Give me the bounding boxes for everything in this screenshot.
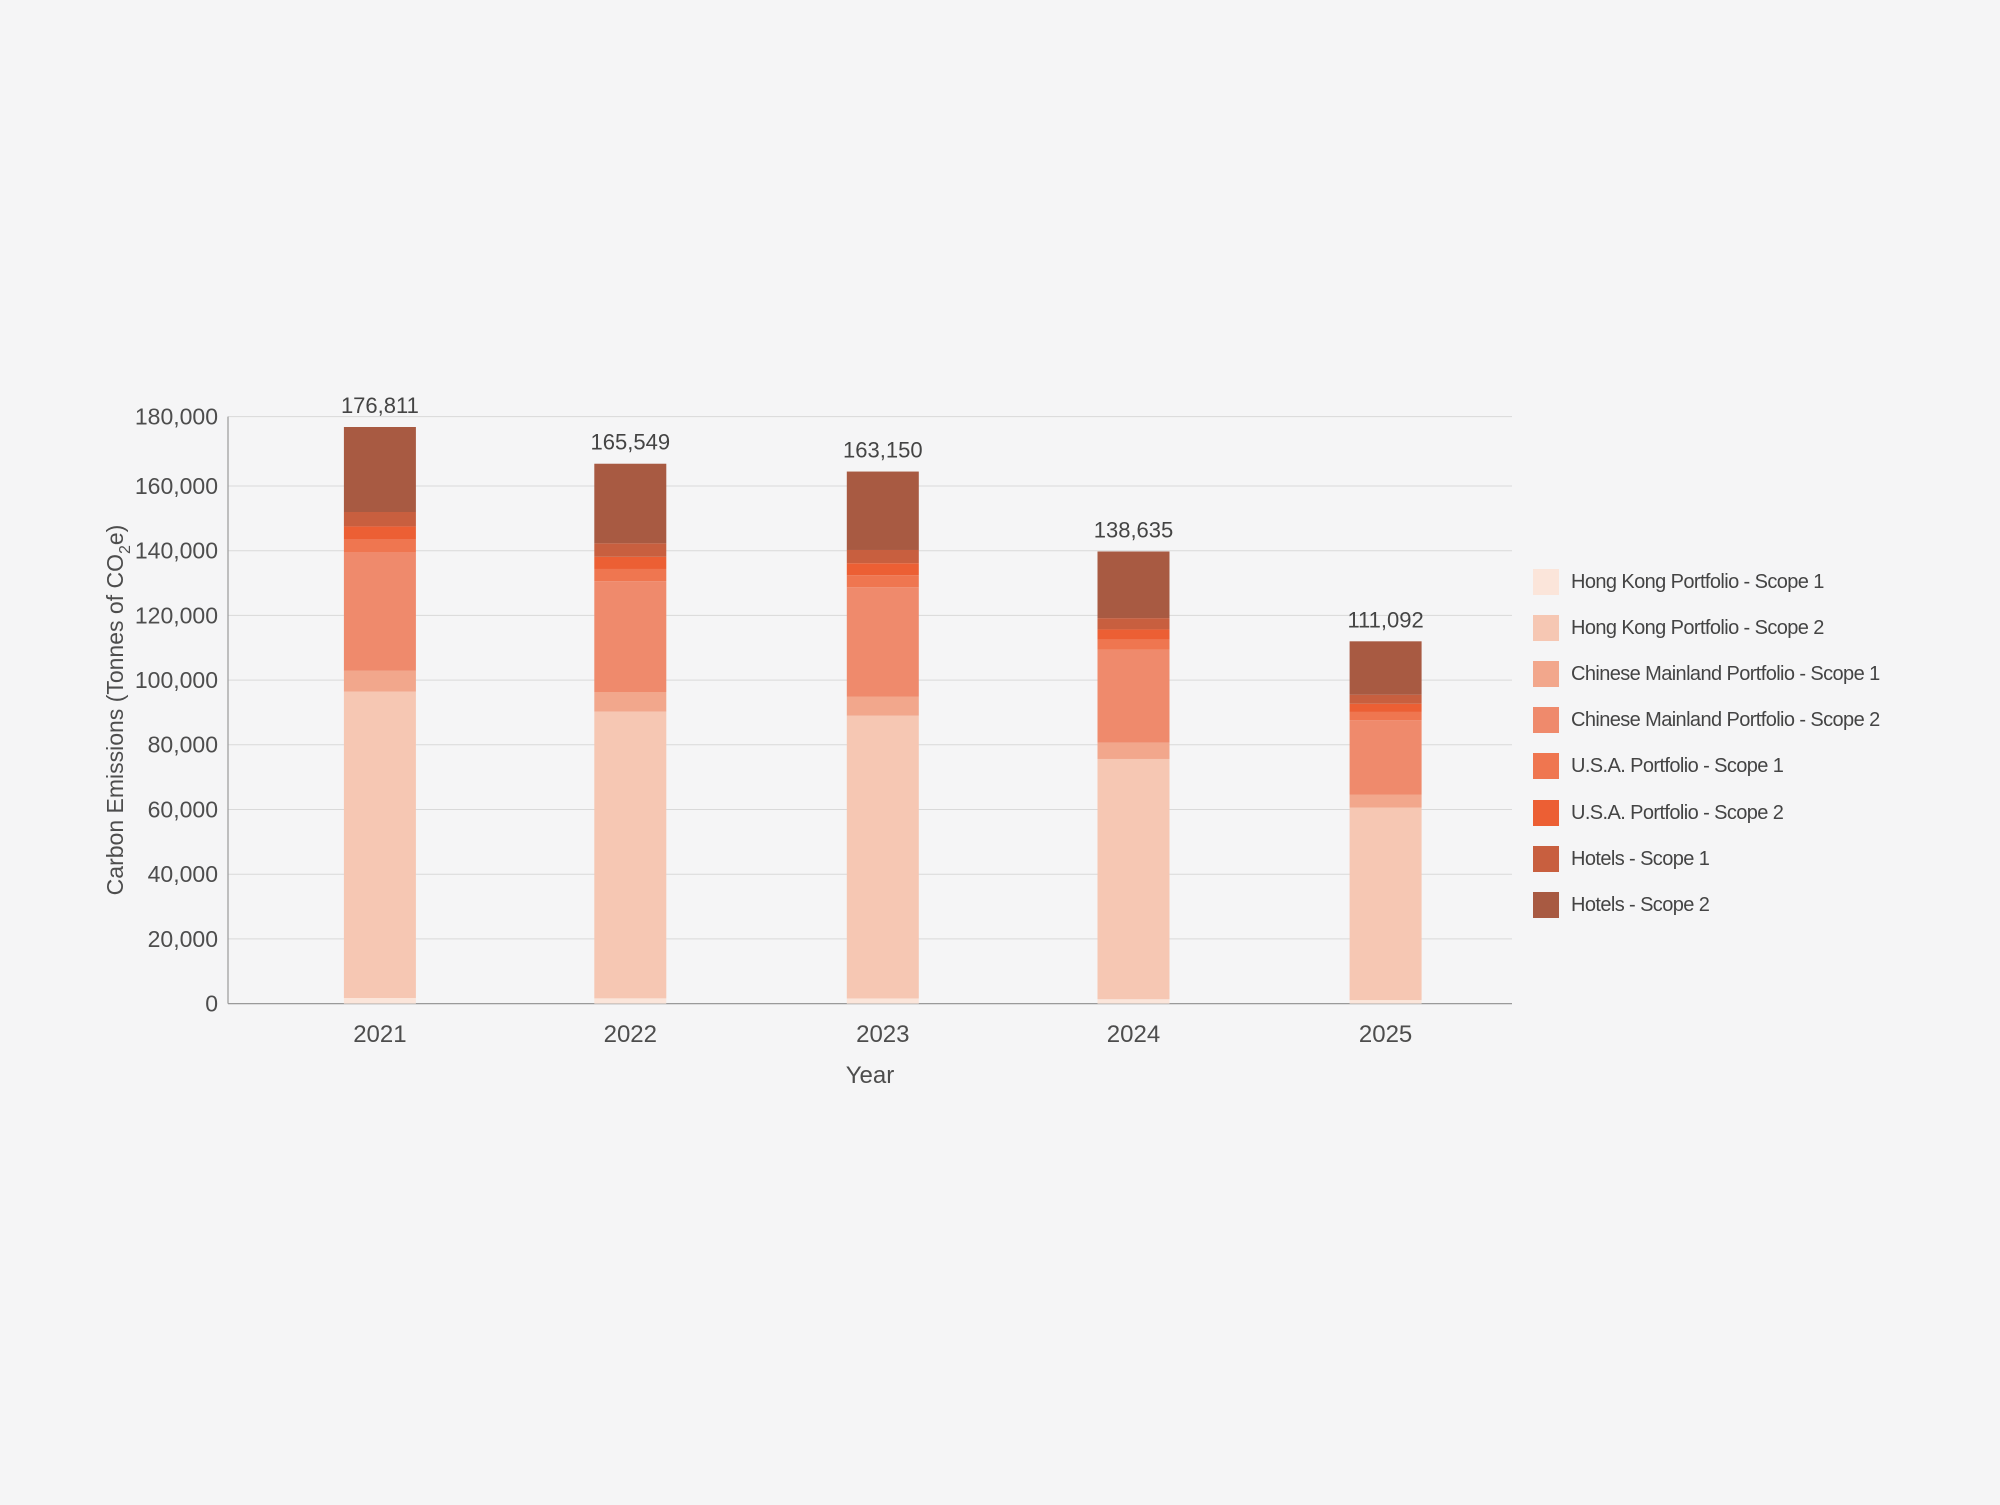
svg-text:2022: 2022 [604, 1021, 657, 1048]
svg-text:163,150: 163,150 [843, 438, 923, 463]
svg-text:180,000: 180,000 [135, 404, 218, 430]
svg-text:60,000: 60,000 [148, 796, 218, 822]
svg-text:111,092: 111,092 [1347, 607, 1423, 632]
svg-text:138,635: 138,635 [1094, 518, 1174, 543]
svg-text:Hong Kong Portfolio - Scope 2: Hong Kong Portfolio - Scope 2 [1571, 617, 1824, 639]
svg-text:U.S.A. Portfolio - Scope 1: U.S.A. Portfolio - Scope 1 [1571, 755, 1784, 777]
svg-text:140,000: 140,000 [135, 538, 218, 564]
svg-text:Year: Year [846, 1062, 895, 1089]
svg-text:0: 0 [205, 991, 218, 1017]
svg-text:176,811: 176,811 [341, 393, 419, 418]
svg-text:120,000: 120,000 [135, 602, 218, 628]
svg-text:Chinese Mainland Portfolio - S: Chinese Mainland Portfolio - Scope 1 [1571, 663, 1880, 685]
svg-text:160,000: 160,000 [135, 473, 218, 499]
svg-text:40,000: 40,000 [148, 861, 218, 887]
svg-text:2024: 2024 [1107, 1021, 1160, 1048]
svg-text:100,000: 100,000 [135, 667, 218, 693]
svg-text:U.S.A. Portfolio - Scope 2: U.S.A. Portfolio - Scope 2 [1571, 802, 1784, 824]
svg-text:Chinese Mainland Portfolio - S: Chinese Mainland Portfolio - Scope 2 [1571, 709, 1880, 731]
svg-text:Hotels - Scope 1: Hotels - Scope 1 [1571, 848, 1710, 870]
svg-text:Hong Kong Portfolio - Scope 1: Hong Kong Portfolio - Scope 1 [1571, 571, 1824, 593]
svg-text:2023: 2023 [856, 1021, 909, 1048]
svg-text:2025: 2025 [1359, 1021, 1412, 1048]
svg-text:165,549: 165,549 [591, 430, 671, 455]
svg-text:20,000: 20,000 [148, 926, 218, 952]
svg-text:Hotels - Scope 2: Hotels - Scope 2 [1571, 894, 1710, 916]
svg-text:2021: 2021 [353, 1021, 406, 1048]
svg-text:80,000: 80,000 [148, 732, 218, 758]
